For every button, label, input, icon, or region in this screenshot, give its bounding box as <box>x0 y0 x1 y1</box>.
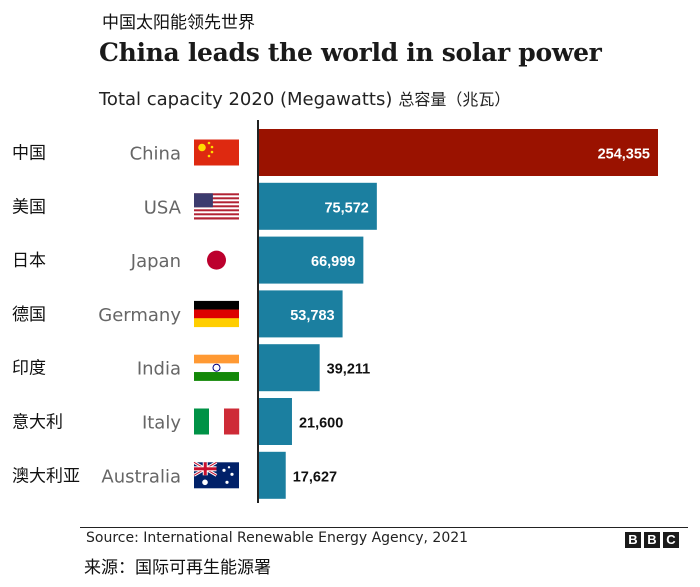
flag-canton <box>194 193 213 208</box>
flag-star <box>207 154 211 158</box>
flag-star <box>225 480 229 484</box>
bar-chart: 中国 China 254,355 美国 USA 75,572 日本 Japan 66,999 德国… <box>12 120 658 503</box>
flag-stripe <box>194 199 239 202</box>
data-label: 66,999 <box>311 254 355 270</box>
bar <box>258 236 364 284</box>
category-label: Italy <box>142 413 181 434</box>
data-label: 21,600 <box>299 416 343 432</box>
flag-stripe <box>194 309 239 319</box>
bar-row-india: 印度 India 39,211 <box>12 344 371 392</box>
flag-stripe <box>194 209 239 212</box>
source-note-english: Source: International Renewable Energy A… <box>86 530 469 546</box>
flag-star <box>222 468 226 472</box>
chart-title: China leads the world in solar power <box>99 38 602 67</box>
category-label-chinese: 德国 <box>12 305 46 325</box>
category-label-chinese: 印度 <box>12 359 46 379</box>
flag-stripe <box>194 217 239 220</box>
australia-flag-icon <box>193 461 239 489</box>
category-label-chinese: 中国 <box>12 144 46 164</box>
flag-stripe <box>194 211 239 214</box>
bar <box>258 344 320 392</box>
category-label-chinese: 澳大利亚 <box>12 466 80 486</box>
flag-stripe <box>209 408 225 435</box>
germany-flag-icon <box>194 300 239 328</box>
bar-row-australia: 澳大利亚 Australia 17,627 <box>12 451 337 499</box>
bar <box>258 129 658 176</box>
flag-stripe <box>194 205 239 208</box>
flag-stripe <box>194 193 239 196</box>
flag-stripe <box>194 207 239 210</box>
chart-subtitle-english: Total capacity 2020 (Megawatts) <box>99 89 393 110</box>
bar <box>258 182 377 230</box>
bar <box>258 290 343 338</box>
japan-flag-icon <box>194 247 239 274</box>
italy-flag-icon <box>194 408 240 435</box>
flag-stripe <box>194 213 239 216</box>
category-label: USA <box>144 197 182 218</box>
bar <box>258 451 286 499</box>
flag-stripe <box>194 300 239 310</box>
data-label: 75,572 <box>324 200 368 216</box>
category-label: China <box>130 144 181 165</box>
bar-row-italy: 意大利 Italy 21,600 <box>12 398 343 445</box>
flag-cross <box>203 462 207 476</box>
category-label-chinese: 美国 <box>12 197 46 217</box>
flag-stripe <box>194 203 239 206</box>
flag-stripe <box>194 195 239 198</box>
chart-subtitle: Total capacity 2020 (Megawatts) 总容量（兆瓦） <box>99 86 510 110</box>
india-flag-icon <box>194 354 239 381</box>
bar-row-germany: 德国 Germany 53,783 <box>12 290 343 338</box>
bbc-logo-letter: B <box>625 532 641 548</box>
flag-stripe <box>224 408 240 435</box>
china-flag-icon <box>194 139 239 166</box>
usa-flag-icon <box>194 193 239 220</box>
category-label-chinese: 意大利 <box>12 413 63 433</box>
flag-chakra <box>212 363 221 372</box>
category-label: Japan <box>130 251 181 272</box>
flag-star <box>210 145 214 149</box>
data-label: 17,627 <box>293 469 337 485</box>
flag-stripe <box>194 318 239 328</box>
chart-title-chinese: 中国太阳能领先世界 <box>102 13 255 33</box>
flag-star <box>207 141 211 145</box>
flag-star <box>230 472 234 476</box>
flag-stripe <box>194 372 239 381</box>
flag-stripe <box>194 354 239 364</box>
flag-field <box>194 139 239 166</box>
bar-row-japan: 日本 Japan 66,999 <box>12 236 364 284</box>
flag-star <box>202 479 208 486</box>
bar-row-china: 中国 China 254,355 <box>12 129 658 176</box>
category-label: Germany <box>98 305 181 326</box>
data-label: 53,783 <box>290 308 334 324</box>
bbc-logo: B B C <box>625 532 679 548</box>
flag-star <box>198 143 206 152</box>
source-note-chinese: 来源：国际可再生能源署 <box>84 558 271 578</box>
category-label: Australia <box>101 466 181 487</box>
chart-subtitle-chinese: 总容量（兆瓦） <box>398 90 511 109</box>
flag-stripe <box>194 215 239 218</box>
flag-star <box>227 466 231 469</box>
bbc-logo-letter: B <box>644 532 660 548</box>
data-label: 254,355 <box>598 147 650 163</box>
category-label: India <box>137 359 181 380</box>
flag-star <box>210 150 214 154</box>
bar <box>258 398 292 445</box>
category-label-chinese: 日本 <box>12 251 46 271</box>
flag-stripe <box>194 363 239 373</box>
footer-divider <box>80 527 688 528</box>
flag-stripe <box>194 201 239 204</box>
flag-stripe <box>194 408 210 435</box>
flag-stripe <box>194 197 239 200</box>
bar-row-usa: 美国 USA 75,572 <box>12 182 377 230</box>
flag-disc <box>207 250 226 270</box>
data-label: 39,211 <box>327 362 371 378</box>
bbc-logo-letter: C <box>663 532 679 548</box>
